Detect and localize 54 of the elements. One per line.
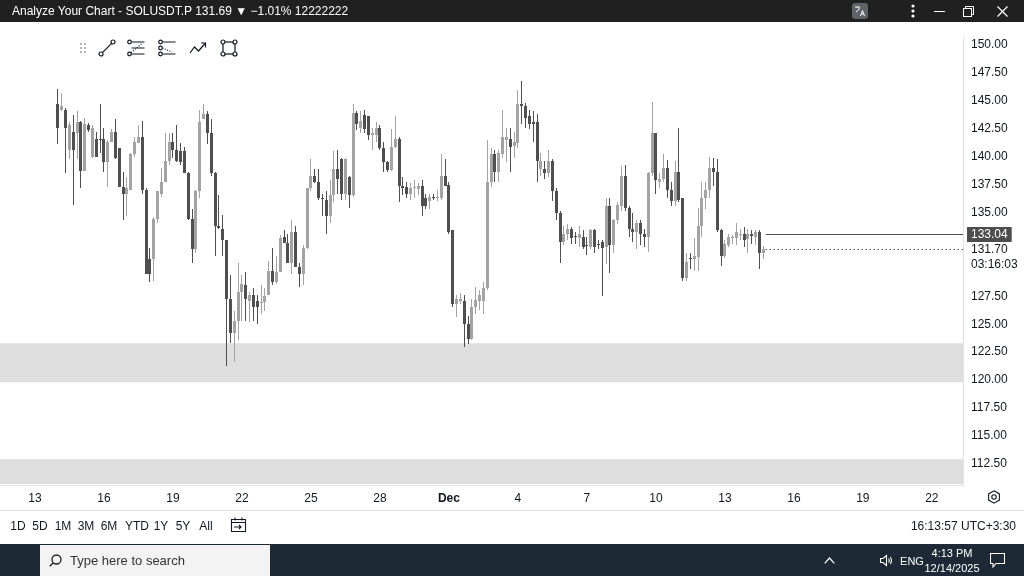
x-tick-label: 22 — [925, 490, 939, 505]
x-tick-label: 13 — [718, 490, 732, 505]
text: 1Y — [153, 519, 169, 533]
text: YTD — [125, 519, 149, 533]
text: 5Y — [175, 519, 191, 533]
x-tick-label: 16 — [97, 490, 111, 505]
text: All — [199, 519, 213, 533]
text: 5D — [32, 519, 48, 533]
y-tick-label: 112.50 — [971, 456, 1008, 471]
candlestick — [505, 128, 508, 162]
y-tick-label: 117.50 — [971, 400, 1008, 415]
x-tick-label: 22 — [235, 490, 249, 505]
candlestick — [413, 180, 416, 198]
y-tick-label: 120.00 — [971, 372, 1009, 387]
y-tick-label: 135.00 — [971, 204, 1009, 219]
chart-title: Analyze Your Chart - SOLUSDT.P 131.69 ▼ −1.01% 12222222 — [12, 4, 349, 18]
text: 1M — [54, 519, 72, 533]
y-tick-label: 150.00 — [971, 37, 1009, 52]
x-tick-label: 19 — [166, 490, 180, 505]
candlestick — [371, 128, 374, 150]
text: 3M — [77, 519, 95, 533]
candlestick — [585, 237, 588, 255]
text: Type here to search — [70, 553, 185, 568]
y-tick-label: 115.00 — [971, 428, 1008, 443]
candlestick — [321, 194, 324, 216]
y-tick-label: 147.50 — [971, 65, 1009, 80]
text: 6M — [100, 519, 118, 533]
ref-line-label: 131.70 03:16:03 — [971, 242, 1019, 272]
y-tick-label: 125.00 — [971, 316, 1009, 331]
y-tick-label: 142.50 — [971, 121, 1009, 136]
text: 12/14/2025 — [924, 562, 980, 575]
candlestick — [689, 253, 692, 269]
x-tick-label: 13 — [28, 490, 42, 505]
text: 16:13:57 UTC+3:30 — [910, 519, 1016, 533]
x-tick-label: 7 — [583, 490, 591, 505]
x-tick-label: 19 — [856, 490, 870, 505]
y-tick-label: 140.00 — [971, 149, 1009, 163]
ref-line-label: 133.04 — [971, 227, 1009, 242]
text: 4:13 PM — [931, 547, 973, 560]
y-tick-label: 137.50 — [971, 176, 1009, 191]
text: 1D — [10, 519, 26, 533]
candlestick — [520, 81, 523, 124]
x-tick-label: 16 — [787, 490, 801, 505]
x-tick-label: 25 — [304, 490, 318, 505]
candlestick — [739, 229, 742, 240]
text: ENG — [900, 555, 924, 568]
x-tick-label: 10 — [649, 490, 663, 505]
x-tick-label: 4 — [514, 490, 522, 505]
y-tick-label: 127.50 — [971, 288, 1009, 303]
candlestick — [574, 232, 577, 244]
y-tick-label: 145.00 — [971, 93, 1009, 108]
x-tick-label: Dec — [437, 490, 461, 505]
y-tick-label: 122.50 — [971, 344, 1009, 359]
x-tick-label: 28 — [373, 490, 387, 505]
